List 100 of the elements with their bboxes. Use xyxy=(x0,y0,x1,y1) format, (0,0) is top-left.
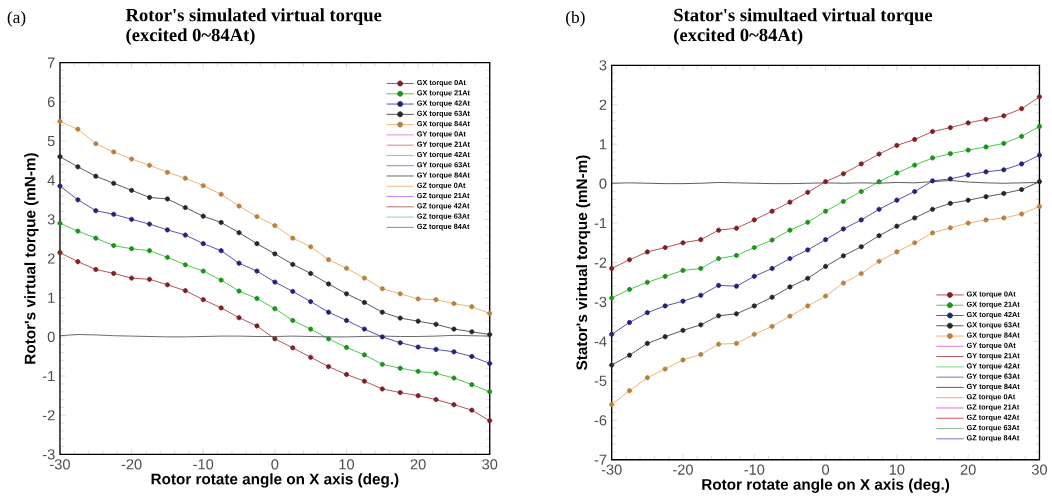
point xyxy=(93,141,99,147)
point xyxy=(129,275,135,281)
point xyxy=(254,268,260,274)
point xyxy=(823,237,829,243)
point xyxy=(947,125,953,131)
point xyxy=(111,211,117,217)
point xyxy=(626,352,633,358)
point xyxy=(787,227,793,233)
point xyxy=(965,220,971,226)
point xyxy=(451,402,457,408)
point xyxy=(787,284,793,290)
point xyxy=(751,331,757,337)
point xyxy=(57,220,63,226)
point xyxy=(805,275,811,281)
y-tick-label: 6 xyxy=(47,96,55,108)
point xyxy=(894,170,900,176)
point xyxy=(894,249,900,255)
point xyxy=(469,407,475,413)
point xyxy=(680,298,686,304)
point xyxy=(200,213,206,219)
point xyxy=(947,151,953,157)
x-tick-label: 0 xyxy=(271,459,279,470)
point xyxy=(308,299,314,305)
point xyxy=(751,273,757,279)
point xyxy=(57,250,63,256)
point xyxy=(983,194,989,200)
y-tick-label: 3 xyxy=(47,214,55,225)
point xyxy=(805,303,811,309)
point xyxy=(823,264,829,270)
point xyxy=(805,189,811,195)
point xyxy=(469,354,475,360)
point xyxy=(218,220,224,226)
point xyxy=(487,332,493,338)
point xyxy=(469,329,475,335)
x-tick-label: 10 xyxy=(339,459,355,470)
point xyxy=(182,288,188,294)
point xyxy=(218,305,224,311)
point xyxy=(716,283,722,289)
point xyxy=(609,331,615,337)
point xyxy=(111,271,117,277)
point xyxy=(182,175,188,181)
point xyxy=(680,357,686,363)
point xyxy=(326,257,332,263)
point xyxy=(236,315,242,321)
point xyxy=(397,340,403,346)
point xyxy=(254,323,260,329)
point xyxy=(769,324,775,330)
point xyxy=(272,336,278,342)
point xyxy=(361,300,367,306)
point xyxy=(716,227,722,233)
y-tick-label: -1 xyxy=(594,218,607,229)
point xyxy=(111,243,117,249)
point xyxy=(361,326,367,332)
point xyxy=(57,119,63,125)
y-tick-label: 0 xyxy=(599,178,607,189)
point xyxy=(626,320,633,326)
point xyxy=(129,187,135,193)
point xyxy=(164,169,170,175)
point xyxy=(397,390,403,396)
point xyxy=(1001,141,1007,147)
point xyxy=(93,208,99,214)
point xyxy=(930,230,936,236)
point xyxy=(236,288,242,294)
chart-title: Rotor's simulated virtual torque xyxy=(125,8,382,26)
point xyxy=(947,176,953,182)
y-tick-label: 1 xyxy=(48,292,55,303)
point xyxy=(326,364,332,370)
point xyxy=(858,244,864,250)
point xyxy=(733,311,739,317)
point xyxy=(805,247,811,253)
point xyxy=(182,205,188,211)
point xyxy=(680,268,686,274)
point xyxy=(129,246,135,252)
point xyxy=(236,260,242,266)
point xyxy=(433,347,439,353)
y-tick-label: -5 xyxy=(594,375,607,387)
point xyxy=(290,289,296,295)
point xyxy=(751,217,757,223)
point xyxy=(308,326,314,332)
point xyxy=(326,281,332,287)
point xyxy=(1036,94,1042,100)
x-tick-label: -10 xyxy=(193,459,214,470)
point xyxy=(965,147,971,153)
point xyxy=(769,266,775,272)
x-tick-label: 20 xyxy=(960,464,976,475)
x-tick-label: 30 xyxy=(1031,464,1047,475)
point xyxy=(487,418,493,424)
point xyxy=(1001,113,1007,119)
point xyxy=(415,318,421,324)
point xyxy=(75,259,81,265)
point xyxy=(912,137,918,143)
point xyxy=(823,208,829,214)
point xyxy=(840,253,846,259)
point xyxy=(769,208,775,214)
point xyxy=(965,120,971,126)
point xyxy=(200,241,206,247)
point xyxy=(1019,106,1025,112)
point xyxy=(487,310,493,317)
point xyxy=(894,142,900,149)
point xyxy=(433,370,439,376)
